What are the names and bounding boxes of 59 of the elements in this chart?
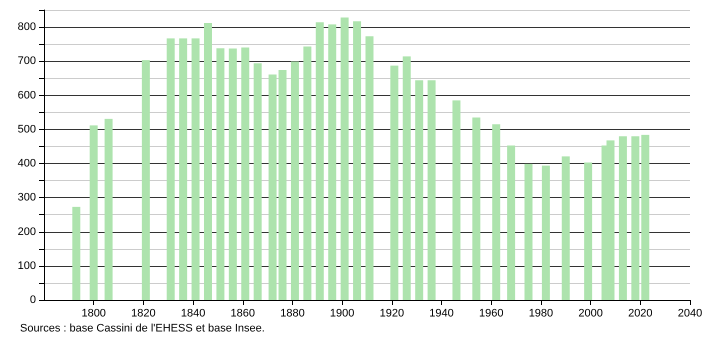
bar — [584, 162, 592, 300]
x-tick-label: 1960 — [478, 308, 504, 320]
x-tick-label: 1880 — [280, 308, 305, 320]
bar — [415, 80, 424, 300]
bar — [290, 62, 299, 300]
bar — [524, 164, 532, 300]
bar — [365, 36, 374, 300]
y-tick-label: 700 — [18, 55, 36, 68]
bar — [340, 18, 349, 300]
y-tick-label: 300 — [18, 192, 36, 204]
bar — [192, 38, 200, 300]
bar — [353, 21, 362, 300]
y-tick-label: 200 — [18, 226, 36, 238]
y-tick-label: 800 — [18, 21, 36, 34]
bar — [631, 136, 640, 300]
x-tick-label: 1840 — [180, 308, 206, 320]
y-tick-label: 500 — [18, 123, 36, 136]
y-tick-label: 400 — [18, 158, 36, 170]
y-tick-label: 100 — [18, 260, 36, 272]
bar — [104, 118, 113, 300]
x-tick-label: 2020 — [628, 308, 653, 320]
bar — [390, 66, 398, 300]
bar — [254, 63, 262, 300]
bar — [278, 70, 287, 300]
bar — [303, 46, 312, 300]
x-tick-label: 1900 — [330, 308, 354, 320]
bar — [641, 134, 650, 300]
x-tick-label: 1820 — [131, 308, 156, 320]
bar — [328, 24, 336, 300]
bar — [241, 48, 250, 300]
x-tick-label: 1860 — [230, 308, 256, 320]
bar — [507, 145, 516, 300]
x-tick-label: 1940 — [429, 308, 454, 320]
bar — [402, 56, 411, 300]
bar — [90, 125, 98, 300]
bar — [542, 166, 550, 300]
bar — [216, 48, 224, 300]
bar — [428, 80, 436, 300]
bar — [166, 38, 175, 300]
bar — [618, 136, 627, 300]
bar — [228, 48, 237, 300]
bar — [492, 124, 500, 300]
y-tick-label: 600 — [18, 89, 36, 102]
source-note: Sources : base Cassini de l'EHESS et base Insee. — [20, 322, 265, 334]
bar — [268, 74, 277, 300]
bar — [562, 156, 570, 300]
x-tick-label: 1980 — [528, 308, 554, 320]
bar — [452, 100, 460, 300]
bar — [316, 22, 324, 300]
x-tick-label: 1920 — [380, 308, 404, 320]
x-tick-label: 2000 — [578, 308, 603, 320]
y-tick-label: 0 — [30, 294, 36, 306]
bar — [179, 38, 188, 300]
bar — [204, 22, 212, 300]
bar — [72, 206, 80, 300]
x-tick-label: 2040 — [678, 308, 702, 320]
bar — [472, 117, 480, 300]
bar — [142, 60, 150, 300]
x-tick-label: 1800 — [81, 308, 106, 320]
